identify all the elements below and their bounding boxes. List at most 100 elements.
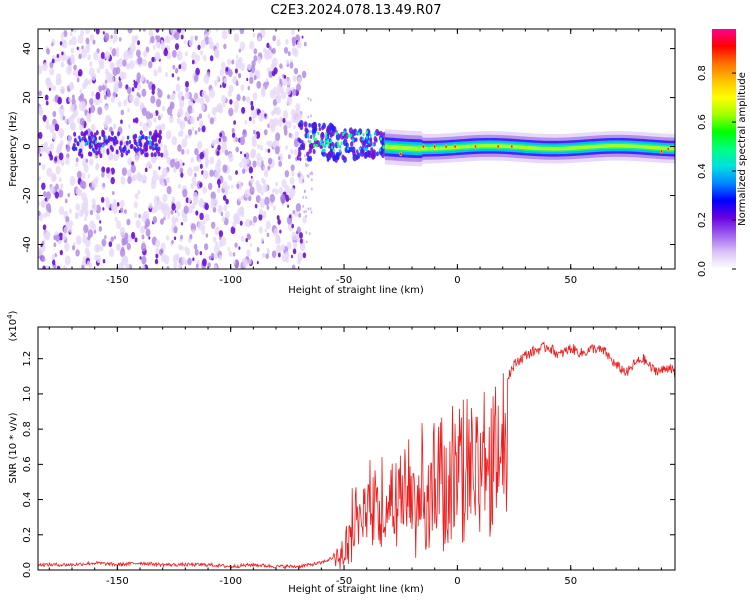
spectrogram-cell <box>240 151 243 155</box>
spectrogram-cell <box>42 224 47 231</box>
colorbar-ticks: 0.0 0.2 0.4 0.6 0.8 <box>697 65 736 277</box>
spectrogram-cell <box>181 61 187 70</box>
spectrogram-cell <box>228 250 233 258</box>
spectrogram-cell <box>90 90 95 97</box>
x-tick-label: -150 <box>106 275 129 286</box>
spectrogram-cell <box>209 169 214 177</box>
spectrogram-cell <box>131 35 137 45</box>
spectrogram-cell <box>267 165 271 171</box>
spectrogram-cell <box>137 141 140 146</box>
spectrogram-cell <box>236 183 240 189</box>
spectrogram-cell <box>165 206 172 217</box>
spectrogram-cell <box>110 34 113 39</box>
spectrogram-cell <box>296 40 302 49</box>
spectrogram-cell <box>166 266 170 269</box>
spectrogram-cell <box>301 140 304 145</box>
spectrogram-cell <box>67 117 72 124</box>
spectrogram-cell <box>145 135 148 140</box>
spectrogram-cell <box>211 139 216 147</box>
spectrogram-cell <box>199 212 204 221</box>
spectrogram-cell <box>214 163 221 172</box>
spectrogram-cell <box>127 176 132 184</box>
spectrogram-cell <box>49 143 55 151</box>
spectrogram-cell <box>242 129 248 138</box>
spectrogram-cell <box>332 148 335 153</box>
spectrogram-cell <box>204 148 209 156</box>
spectrogram-cell <box>326 157 330 162</box>
spectrogram-cell <box>266 205 270 210</box>
spectrogram-cell <box>221 216 226 223</box>
spectrogram-cell <box>213 264 218 269</box>
spectrogram-cell <box>92 136 95 141</box>
spectrogram-cell <box>98 85 103 92</box>
spectrogram-cell <box>127 63 131 68</box>
spectrogram-cell <box>181 257 186 265</box>
spectrogram-cell <box>119 141 123 147</box>
spectrogram-cell <box>81 172 86 179</box>
spectrogram-cell <box>52 85 56 91</box>
spectrogram-cell <box>194 148 199 156</box>
spectrogram-cell <box>205 158 210 165</box>
spectrogram-cell <box>84 142 87 147</box>
spectrogram-cell <box>258 226 263 234</box>
snr-y-axis-label: SNR (10 * v/v) <box>8 412 19 483</box>
spectrogram-cell <box>291 231 297 241</box>
spectrogram-cell <box>296 226 302 234</box>
spectrogram-cell <box>73 137 77 143</box>
spectrogram-cell <box>69 220 74 227</box>
spectrogram-cell <box>71 146 75 151</box>
spectrogram-cell <box>127 157 132 166</box>
spectrogram-cell <box>89 151 93 157</box>
spectrogram-cell <box>227 174 231 180</box>
y-tick-label: -40 <box>22 236 33 252</box>
spectrogram-cell <box>95 142 99 148</box>
spectrogram-cell <box>354 137 358 142</box>
spectrogram-cell <box>136 83 142 91</box>
spectrogram-cell <box>62 265 67 269</box>
spectrogram-cell <box>180 221 184 226</box>
spectrogram-cell <box>141 255 147 265</box>
spectrogram-cell <box>130 143 134 149</box>
spectrogram-cell <box>245 96 251 104</box>
spectrogram-cell <box>160 152 164 158</box>
spectrogram-cell <box>62 233 67 241</box>
spectrogram-cell <box>78 135 81 140</box>
spectrogram-cell <box>193 166 197 172</box>
spectrogram-cell <box>205 233 209 238</box>
spectrogram-cell <box>100 196 105 203</box>
spectrogram-cell <box>173 236 177 241</box>
spectrogram-cell <box>340 141 343 146</box>
spectrogram-cell <box>126 169 132 177</box>
spectrogram-cell <box>148 130 152 136</box>
spectrogram-cell <box>122 59 127 67</box>
spectrogram-cell <box>293 48 299 57</box>
spectrogram-cell <box>202 219 206 225</box>
spectrogram-cell <box>272 98 278 107</box>
spectrogram-cell <box>116 202 120 207</box>
spectrogram-cell <box>46 191 51 200</box>
spectrogram-cell <box>44 141 48 148</box>
spectrogram-cell <box>105 139 108 144</box>
x-tick-label: -150 <box>106 576 129 587</box>
spectrogram-cell <box>177 109 183 117</box>
spectrogram-cell <box>129 94 134 103</box>
spectrogram-cell <box>272 205 276 211</box>
spectrogram-cell <box>99 153 103 159</box>
spectrogram-cell <box>221 95 227 104</box>
spectrogram-cell <box>177 76 180 81</box>
spectrogram-cell <box>278 156 281 161</box>
spectrogram-cell <box>97 106 103 116</box>
spectrogram-cell <box>279 78 282 83</box>
spectrogram-cell <box>166 176 170 184</box>
spectrogram-cell <box>275 188 279 195</box>
spectrogram-cell <box>211 221 216 229</box>
spectrogram-cell <box>279 229 282 234</box>
spectrogram-cell <box>266 81 270 86</box>
spectrogram-cell <box>69 64 72 69</box>
spectrogram-cell <box>72 29 77 33</box>
y-tick-label: 20 <box>22 91 33 104</box>
spectrogram-cell <box>361 139 366 146</box>
spectrogram-cell <box>116 220 122 229</box>
spectrogram-cell <box>328 142 332 148</box>
spectrogram-cell <box>113 34 118 42</box>
